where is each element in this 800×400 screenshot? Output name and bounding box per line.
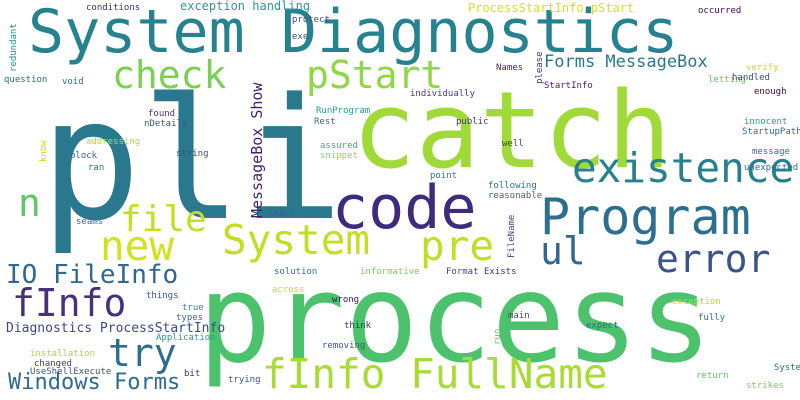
word-unexpected: unexpected	[744, 163, 799, 173]
word-fully: fully	[698, 313, 726, 323]
word-startinfo: StartInfo	[544, 81, 593, 91]
word-please: please	[535, 51, 545, 84]
word-ran: ran	[88, 163, 105, 173]
word-innocent: innocent	[744, 117, 788, 127]
word-string: string	[176, 149, 209, 159]
word-existence: existence	[572, 144, 795, 192]
word-run: run	[493, 328, 503, 345]
word-pre: pre	[420, 222, 495, 270]
word-diagnostics-processstartinfo: Diagnostics ProcessStartInfo	[6, 321, 226, 336]
word-addressing: addressing	[86, 137, 141, 147]
word-exception: exception	[672, 297, 721, 307]
word-exe: exe	[292, 32, 309, 42]
word-windows-forms: Windows Forms	[8, 370, 181, 395]
word-n: n	[18, 181, 41, 225]
word-new: new	[100, 222, 175, 270]
word-verify: verify	[746, 63, 779, 73]
word-letting: letting	[708, 75, 746, 85]
word-solution: solution	[274, 267, 318, 277]
word-conditions: conditions	[86, 3, 141, 13]
word-ndetails: nDetails	[144, 119, 188, 129]
word-application: Application	[156, 333, 216, 343]
word-names: Names	[496, 63, 524, 73]
word-seams: seams	[76, 217, 104, 227]
word-program: Program	[540, 188, 751, 246]
word-reasonable: reasonable	[488, 191, 543, 201]
word-changed: changed	[34, 359, 72, 369]
word-redundant: redundant	[9, 23, 19, 72]
word-io-fileinfo: IO FileInfo	[6, 260, 179, 290]
word-expect: expect	[586, 321, 619, 331]
word-finfo: fInfo	[12, 281, 127, 325]
word-protect: protect	[292, 15, 330, 25]
word-exists: Exists	[484, 267, 517, 277]
word-question: question	[4, 75, 48, 85]
word-point: point	[430, 171, 458, 181]
word-well: well	[502, 139, 524, 149]
word-handled: handled	[732, 73, 770, 83]
word-exception-handling: exception handling	[180, 0, 311, 13]
word-format: Format	[446, 267, 479, 277]
word-startuppath: StartupPath	[742, 127, 800, 137]
word-types: types	[176, 313, 204, 323]
word-pstart: pStart	[306, 53, 444, 97]
word-trying: trying	[228, 375, 261, 385]
word-code: code	[332, 173, 477, 243]
word-found: found	[148, 109, 176, 119]
word-runprogram: RunProgram	[316, 106, 371, 116]
word-public: public	[456, 117, 489, 127]
word-installation: installation	[30, 349, 96, 359]
word-assured: assured	[320, 141, 358, 151]
word-useshellexecute: UseShellExecute	[30, 367, 112, 377]
word-following: following	[488, 181, 537, 191]
word-void: void	[62, 77, 84, 87]
word-catch: catch	[352, 69, 672, 192]
word-messagebox-show: MessageBox Show	[248, 82, 266, 218]
word-rest: Rest	[314, 117, 336, 127]
word-error: error	[656, 237, 771, 281]
word-block: block	[70, 151, 98, 161]
word-snippet: snippet	[320, 151, 358, 161]
word-processstartinfo-pstart: ProcessStartInfo pStart	[468, 1, 635, 15]
word-occurred: occurred	[698, 6, 742, 16]
word-ul: ul	[540, 229, 586, 273]
word-process: process	[198, 248, 713, 390]
word-bit: bit	[184, 369, 201, 379]
word-main: main	[508, 311, 530, 321]
word-enough: enough	[754, 87, 787, 97]
word-removing: removing	[322, 341, 366, 351]
word-start: Start	[268, 209, 296, 219]
word-message: message	[752, 147, 790, 157]
word-system: System	[222, 216, 371, 264]
word-system-diagnostics: System Diagnostics	[28, 0, 679, 67]
word-file: file	[120, 199, 207, 240]
word-return: return	[696, 371, 729, 381]
word-informative: informative	[360, 267, 420, 277]
word-try: try	[108, 331, 177, 375]
word-wrong: wrong	[332, 295, 360, 305]
word-individually: individually	[410, 89, 476, 99]
word-check: check	[112, 53, 227, 97]
word-know: know	[39, 140, 49, 162]
word-filename: FileName	[507, 214, 517, 258]
word-across: across	[272, 285, 305, 295]
word-finfo-fullname: fInfo FullName	[262, 350, 608, 398]
word-things: things	[146, 291, 179, 301]
word-strikes: strikes	[746, 381, 784, 391]
word-pli: pli	[40, 62, 344, 258]
word-true: true	[182, 303, 204, 313]
word-think: think	[344, 321, 372, 331]
word-system-small: System	[774, 363, 800, 373]
word-forms-messagebox: Forms MessageBox	[544, 52, 708, 72]
